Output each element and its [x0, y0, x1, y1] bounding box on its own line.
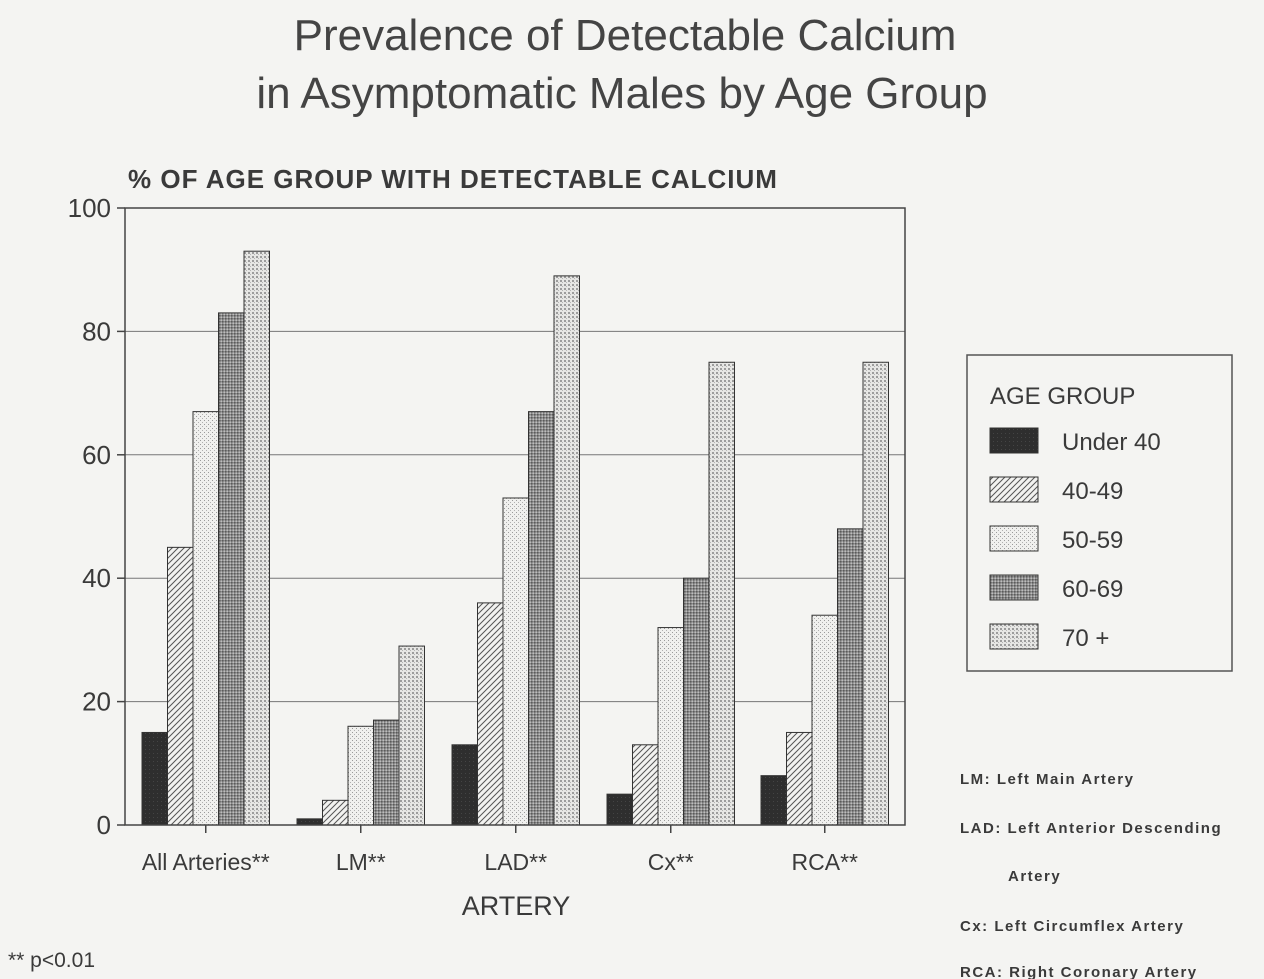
legend-box [966, 354, 1233, 672]
chart-title-line-2: in Asymptomatic Males by Age Group [256, 69, 987, 118]
legend-swatch [989, 574, 1039, 601]
bar-70--4 [708, 361, 735, 826]
bar-50-59-2 [347, 725, 374, 826]
x-axis-categories: All Arteries** LM** LAD** Cx** RCA** [142, 825, 858, 875]
bar-40-49-5 [786, 731, 813, 826]
bar-50-59-5 [811, 614, 838, 826]
bar-70--1 [243, 250, 270, 826]
abbreviation-note: LM: Left Main Artery [960, 771, 1134, 788]
bar-40-49-4 [632, 744, 659, 826]
bar-60-69-2 [373, 719, 400, 826]
y-tick-label: 20 [82, 687, 111, 717]
legend-swatch [989, 427, 1039, 454]
y-tick-label: 80 [82, 316, 111, 346]
abbreviation-note: LAD: Left Anterior Descending [960, 820, 1222, 837]
x-category-label: RCA** [792, 849, 859, 875]
x-category-label: LM** [336, 849, 386, 875]
bar-under-40-5 [760, 775, 787, 826]
legend-label: 70 + [1062, 625, 1109, 652]
x-axis-label: ARTERY [462, 891, 571, 921]
legend: AGE GROUP Under 40 40-49 50-59 60-69 70 + [966, 354, 1233, 672]
bar-60-69-3 [528, 411, 555, 826]
abbreviation-notes: LM: Left Main Artery LAD: Left Anterior D… [960, 771, 1222, 979]
legend-swatch [989, 623, 1039, 650]
legend-label: 40-49 [1062, 478, 1123, 505]
bar-50-59-1 [192, 411, 219, 826]
x-category-label: LAD** [484, 849, 547, 875]
abbreviation-note: Cx: Left Circumflex Artery [960, 918, 1184, 935]
bar-60-69-4 [683, 577, 710, 826]
bar-40-49-1 [167, 546, 194, 826]
bar-under-40-2 [296, 818, 323, 826]
bar-70--2 [398, 645, 425, 826]
y-axis-ticks: 0 20 40 60 80 100 [68, 193, 125, 840]
legend-label: Under 40 [1062, 429, 1161, 456]
bar-under-40-4 [606, 793, 633, 826]
legend-title: AGE GROUP [990, 383, 1135, 410]
abbreviation-note: Artery [1008, 868, 1061, 885]
x-category-label: All Arteries** [142, 849, 270, 875]
bar-under-40-3 [451, 744, 478, 826]
y-tick-label: 40 [82, 563, 111, 593]
x-category-label: Cx** [648, 849, 694, 875]
y-tick-label: 0 [97, 810, 111, 840]
bar-60-69-5 [837, 528, 864, 826]
chart-title-line-1: Prevalence of Detectable Calcium [294, 11, 957, 60]
abbreviation-note: RCA: Right Coronary Artery [960, 964, 1198, 979]
bar-70--3 [553, 275, 580, 826]
bar-40-49-2 [322, 799, 349, 826]
bar-40-49-3 [477, 602, 504, 826]
bar-70--5 [862, 361, 889, 826]
y-axis-label: % OF AGE GROUP WITH DETECTABLE CALCIUM [128, 164, 778, 194]
legend-swatch [989, 476, 1039, 503]
bar-60-69-1 [218, 312, 245, 826]
bar-50-59-3 [502, 497, 529, 826]
legend-swatch [989, 525, 1039, 552]
bars [141, 250, 889, 826]
y-tick-label: 100 [68, 193, 111, 223]
legend-label: 60-69 [1062, 576, 1123, 603]
bar-under-40-1 [141, 731, 168, 826]
legend-label: 50-59 [1062, 527, 1123, 554]
bar-50-59-4 [657, 627, 684, 826]
footnote: ** p<0.01 [8, 949, 95, 972]
y-tick-label: 60 [82, 440, 111, 470]
